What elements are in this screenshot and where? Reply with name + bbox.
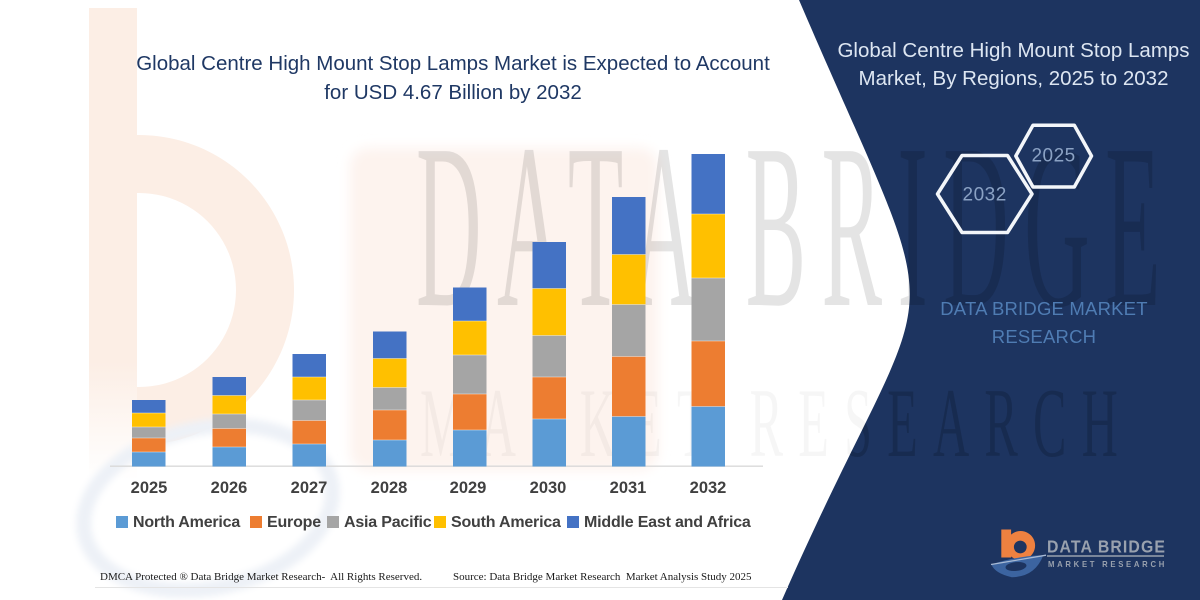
svg-text:2025: 2025: [1031, 146, 1075, 167]
svg-text:2032: 2032: [963, 185, 1007, 206]
svg-text:MARKET RESEARCH: MARKET RESEARCH: [1048, 559, 1167, 569]
svg-text:MARKET RESEARCH: MARKET RESEARCH: [420, 369, 1133, 478]
svg-text:DATA BRIDGE: DATA BRIDGE: [1047, 537, 1166, 557]
